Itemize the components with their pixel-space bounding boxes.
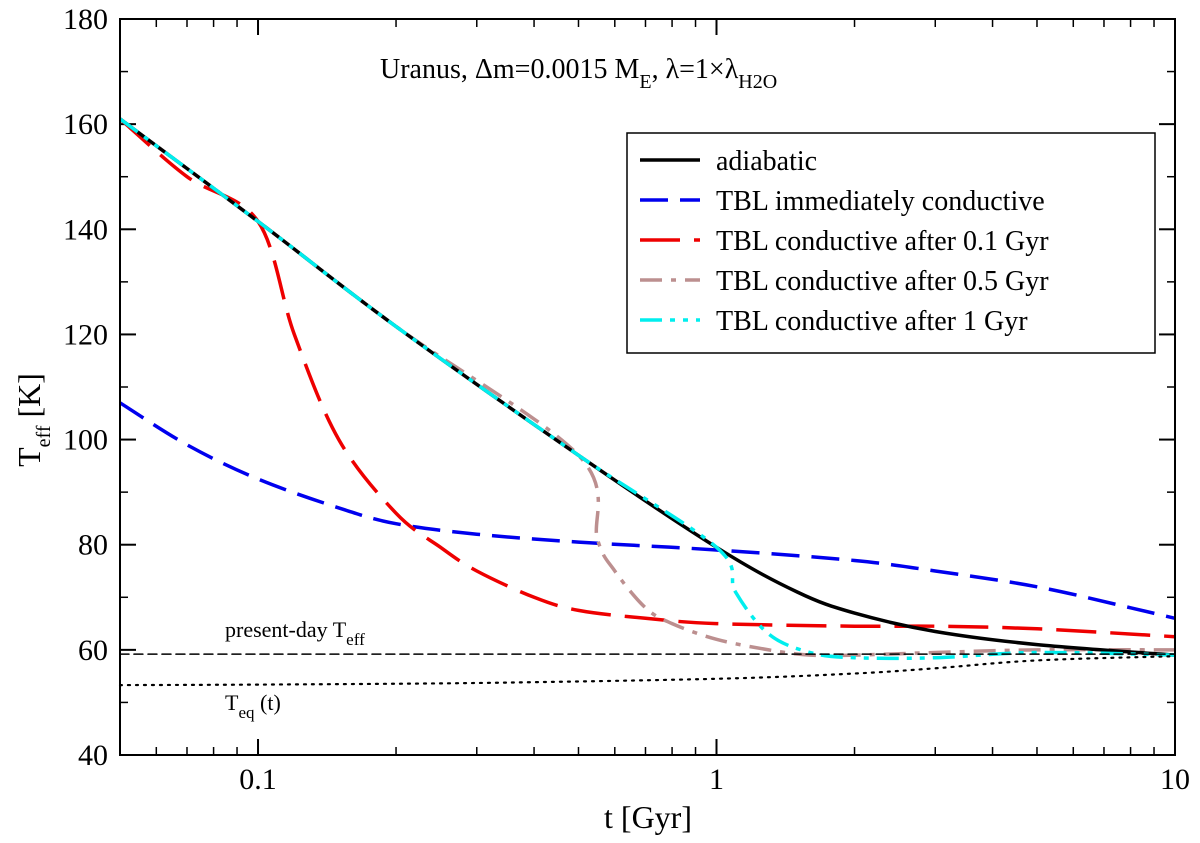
legend-label-adiabatic: adiabatic [716, 146, 817, 177]
teq-line [118, 655, 1177, 687]
y-tick-label: 140 [63, 213, 108, 246]
legend-label-tbl-conductive-after-0-5-gyr: TBL conductive after 0.5 Gyr [716, 266, 1049, 297]
y-tick-label: 120 [63, 318, 108, 351]
y-tick-label: 80 [78, 529, 108, 562]
plot-frame [119, 18, 1176, 756]
y-tick-label: 160 [63, 108, 108, 141]
legend-label-tbl-immediately-conductive: TBL immediately conductive [716, 186, 1045, 217]
axis-ticks [120, 18, 1176, 756]
legend: adiabatic TBL immediately conductive TBL c… [626, 132, 1156, 354]
x-tick-label: 10 [1160, 763, 1190, 796]
x-tick-label: 0.1 [239, 763, 277, 796]
series-line-tbl-immediately-conductive [119, 401, 1176, 621]
series-line-tbl-conductive-after-1-gyr [118, 117, 1176, 661]
x-tick-label: 1 [709, 763, 724, 796]
series-line-tbl-conductive-after-0-1-gyr [118, 117, 1176, 639]
reference-line-labels: present-day Teff Teq (t) [225, 617, 365, 722]
chart-title: Uranus, Δm=0.0015 ME, λ=1×λH2O [380, 54, 777, 93]
teq-label: Teq (t) [225, 690, 281, 722]
y-tick-label: 40 [78, 739, 108, 772]
series-layer [118, 117, 1176, 661]
x-axis-title: t [Gyr] [604, 799, 692, 835]
y-axis-title: Teff [K] [11, 373, 55, 467]
reference-lines [118, 653, 1177, 687]
legend-label-tbl-conductive-after-0-1-gyr: TBL conductive after 0.1 Gyr [716, 226, 1049, 257]
legend-label-tbl-conductive-after-1-gyr: TBL conductive after 1 Gyr [716, 306, 1028, 337]
legend-box [626, 132, 1156, 354]
tick-labels: 40 60 80 100 120 140 160 180 0.1 1 10 [63, 3, 1190, 796]
y-tick-label: 60 [78, 634, 108, 667]
present-day-teff-label: present-day Teff [225, 617, 365, 649]
y-tick-label: 100 [63, 424, 108, 457]
y-tick-label: 180 [63, 3, 108, 36]
series-line-tbl-conductive-after-0-5-gyr [118, 117, 1176, 658]
